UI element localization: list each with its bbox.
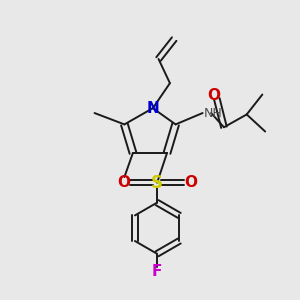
Text: NH: NH (204, 106, 223, 119)
Text: S: S (151, 174, 163, 192)
Text: F: F (152, 264, 162, 279)
Text: O: O (207, 88, 220, 103)
Text: O: O (184, 175, 197, 190)
Text: N: N (146, 101, 159, 116)
Text: O: O (117, 175, 130, 190)
